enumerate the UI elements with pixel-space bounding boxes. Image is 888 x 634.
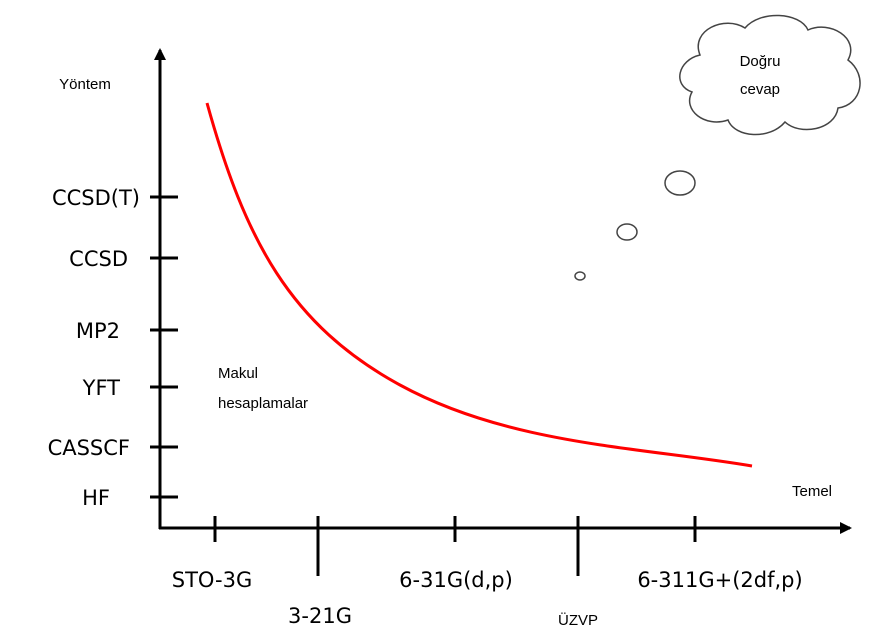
- y-axis-label: Yöntem: [59, 76, 111, 93]
- thought-bubble: [574, 271, 586, 281]
- method-label: CASSCF: [48, 436, 130, 460]
- basis-label: 6-31G(d,p): [399, 568, 513, 592]
- cloud-text: Doğru: [740, 53, 781, 70]
- y-ticks: [150, 195, 178, 499]
- basis-label: 6-311G+(2df,p): [637, 568, 802, 592]
- method-label: MP2: [76, 319, 120, 343]
- curve-label: hesaplamalar: [218, 395, 308, 412]
- basis-label: STO-3G: [172, 568, 252, 592]
- method-label: CCSD(T): [52, 186, 140, 210]
- method-label: CCSD: [69, 247, 128, 271]
- x-ticks: [213, 516, 697, 576]
- curve-label: Makul: [218, 365, 258, 382]
- basis-label: ÜZVP: [558, 611, 598, 629]
- method-label: YFT: [82, 376, 121, 400]
- thought-cloud: [679, 14, 861, 136]
- thought-bubble: [616, 223, 638, 241]
- curve: [205, 102, 753, 468]
- method-label: HF: [82, 486, 110, 510]
- cloud-text: cevap: [740, 81, 780, 98]
- basis-label: 3-21G: [288, 604, 352, 628]
- thought-bubble: [664, 170, 696, 196]
- x-axis-label: Temel: [792, 483, 832, 500]
